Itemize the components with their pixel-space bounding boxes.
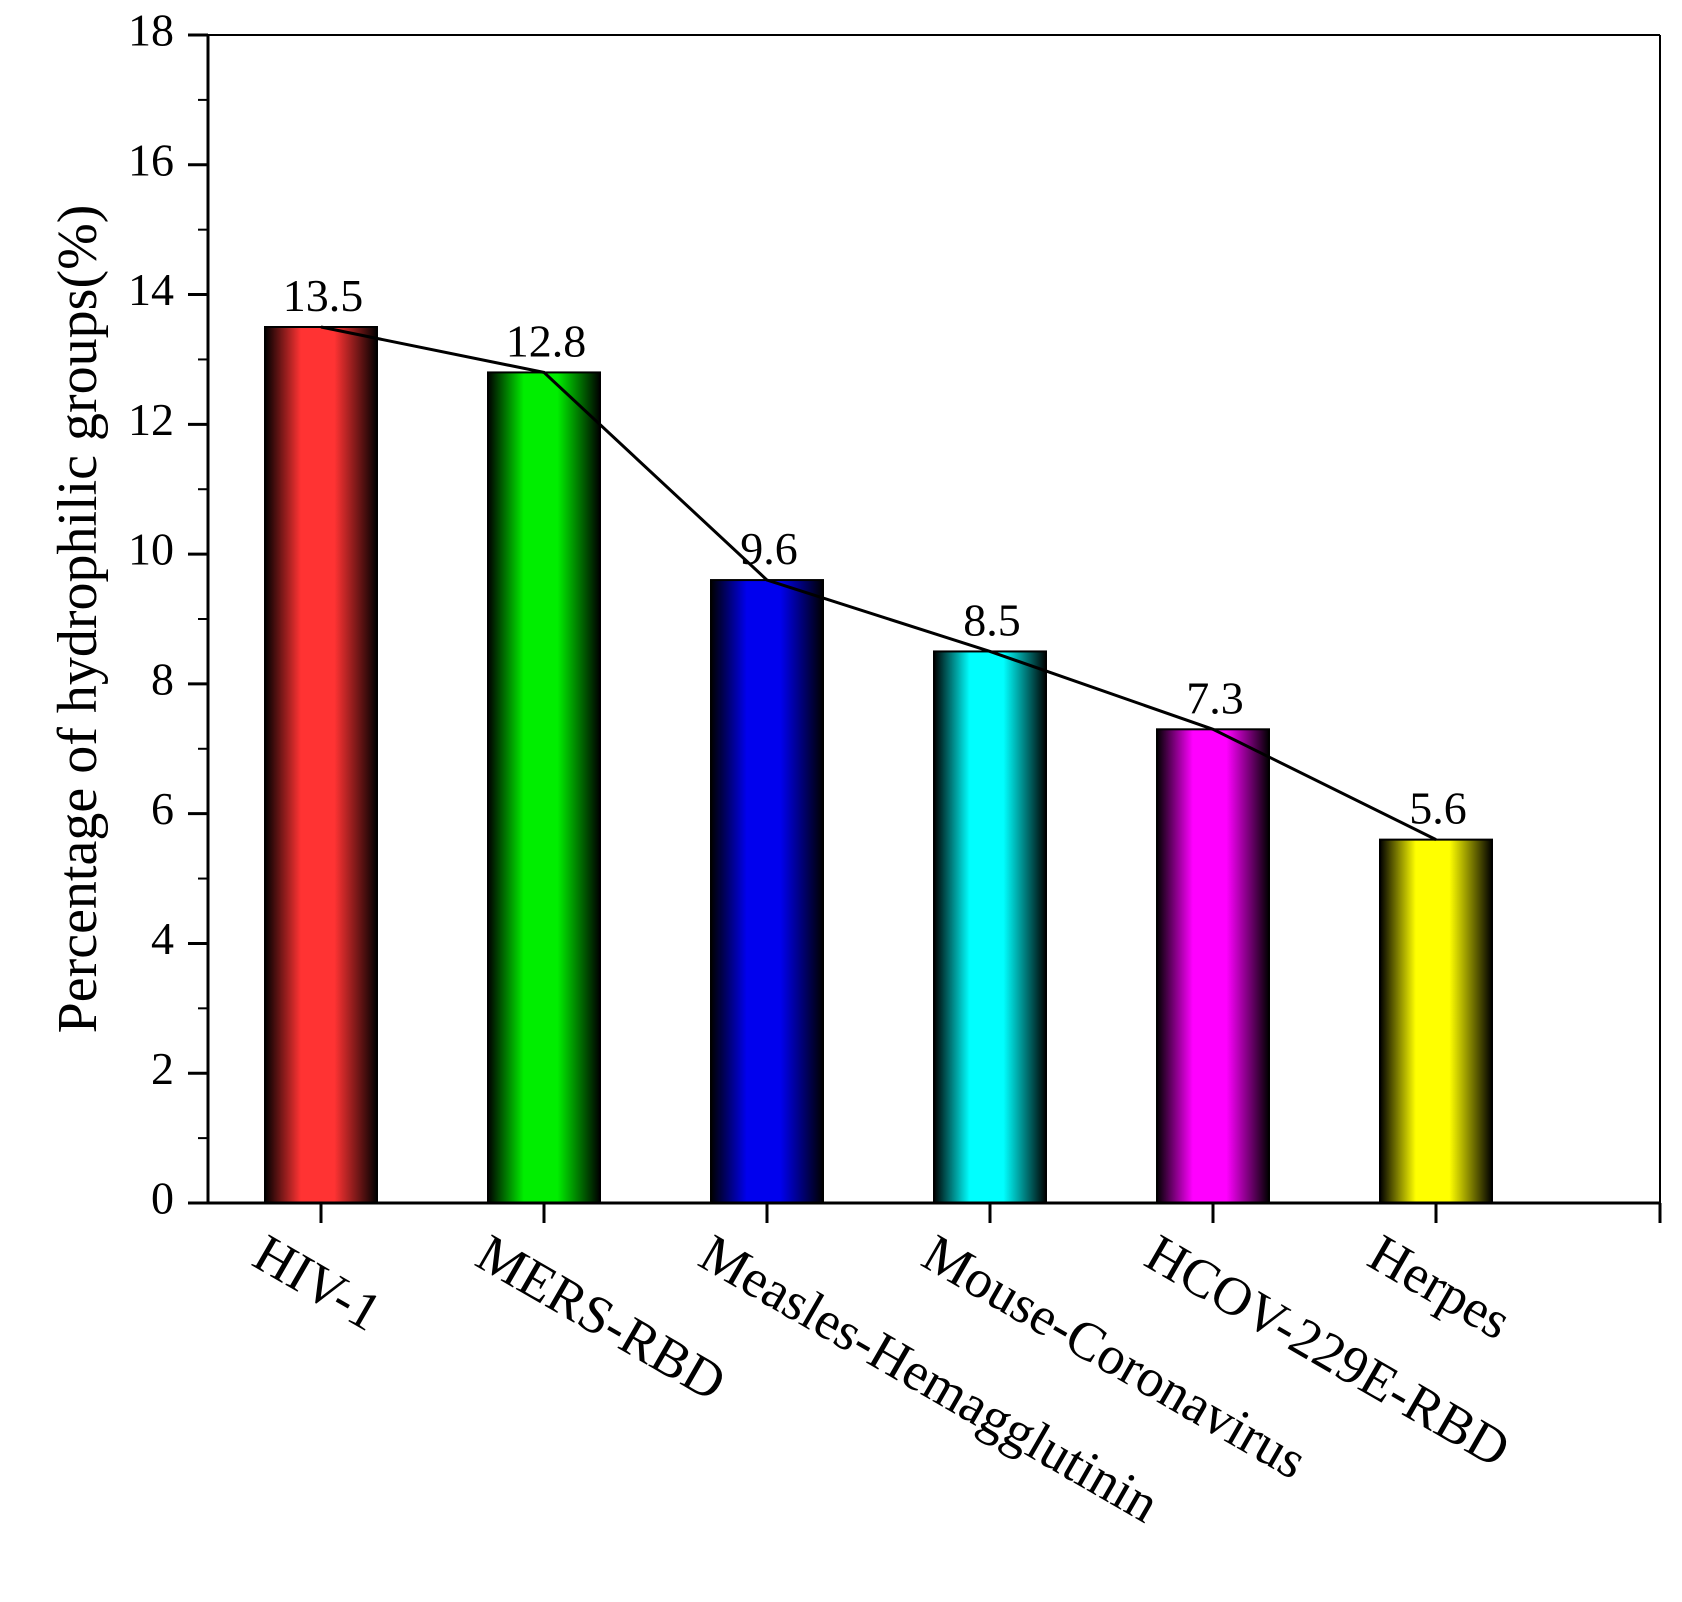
y-tick-label: 2 — [151, 1043, 174, 1094]
value-label: 5.6 — [1409, 783, 1467, 834]
x-category-label: HIV-1 — [244, 1223, 392, 1343]
y-tick-label: 10 — [128, 524, 174, 575]
y-tick-label: 18 — [128, 5, 174, 56]
y-axis-title: Percentage of hydrophilic groups(%) — [47, 205, 109, 1034]
trend-line-layer — [320, 325, 1437, 841]
y-tick-label: 0 — [151, 1173, 174, 1224]
x-category-label: HCOV-229E-RBD — [1136, 1223, 1520, 1479]
y-tick-label: 12 — [128, 394, 174, 445]
x-category-label: Herpes — [1359, 1223, 1521, 1351]
value-label: 13.5 — [283, 270, 364, 321]
x-category-label: MERS-RBD — [467, 1223, 736, 1413]
bar-mouse-coronavirus — [933, 650, 1047, 1204]
bar-measles-hemagglutinin — [710, 579, 824, 1204]
value-label: 12.8 — [506, 315, 587, 366]
y-tick-label: 14 — [128, 264, 174, 315]
value-label: 7.3 — [1186, 672, 1244, 723]
y-tick-label: 6 — [151, 783, 174, 834]
axes-layer — [188, 33, 1662, 1223]
y-tick-label: 8 — [151, 653, 174, 704]
trend-line — [320, 325, 1437, 841]
bar-hiv-1 — [264, 326, 378, 1204]
bar-hcov-229e-rbd — [1156, 728, 1270, 1204]
value-label: 9.6 — [740, 523, 798, 574]
bar-mers-rbd — [487, 371, 601, 1204]
y-tick-label: 4 — [151, 913, 174, 964]
bar-herpes — [1379, 838, 1493, 1204]
bars-layer — [264, 326, 1493, 1204]
y-tick-label: 16 — [128, 134, 174, 185]
value-label: 8.5 — [963, 594, 1021, 645]
